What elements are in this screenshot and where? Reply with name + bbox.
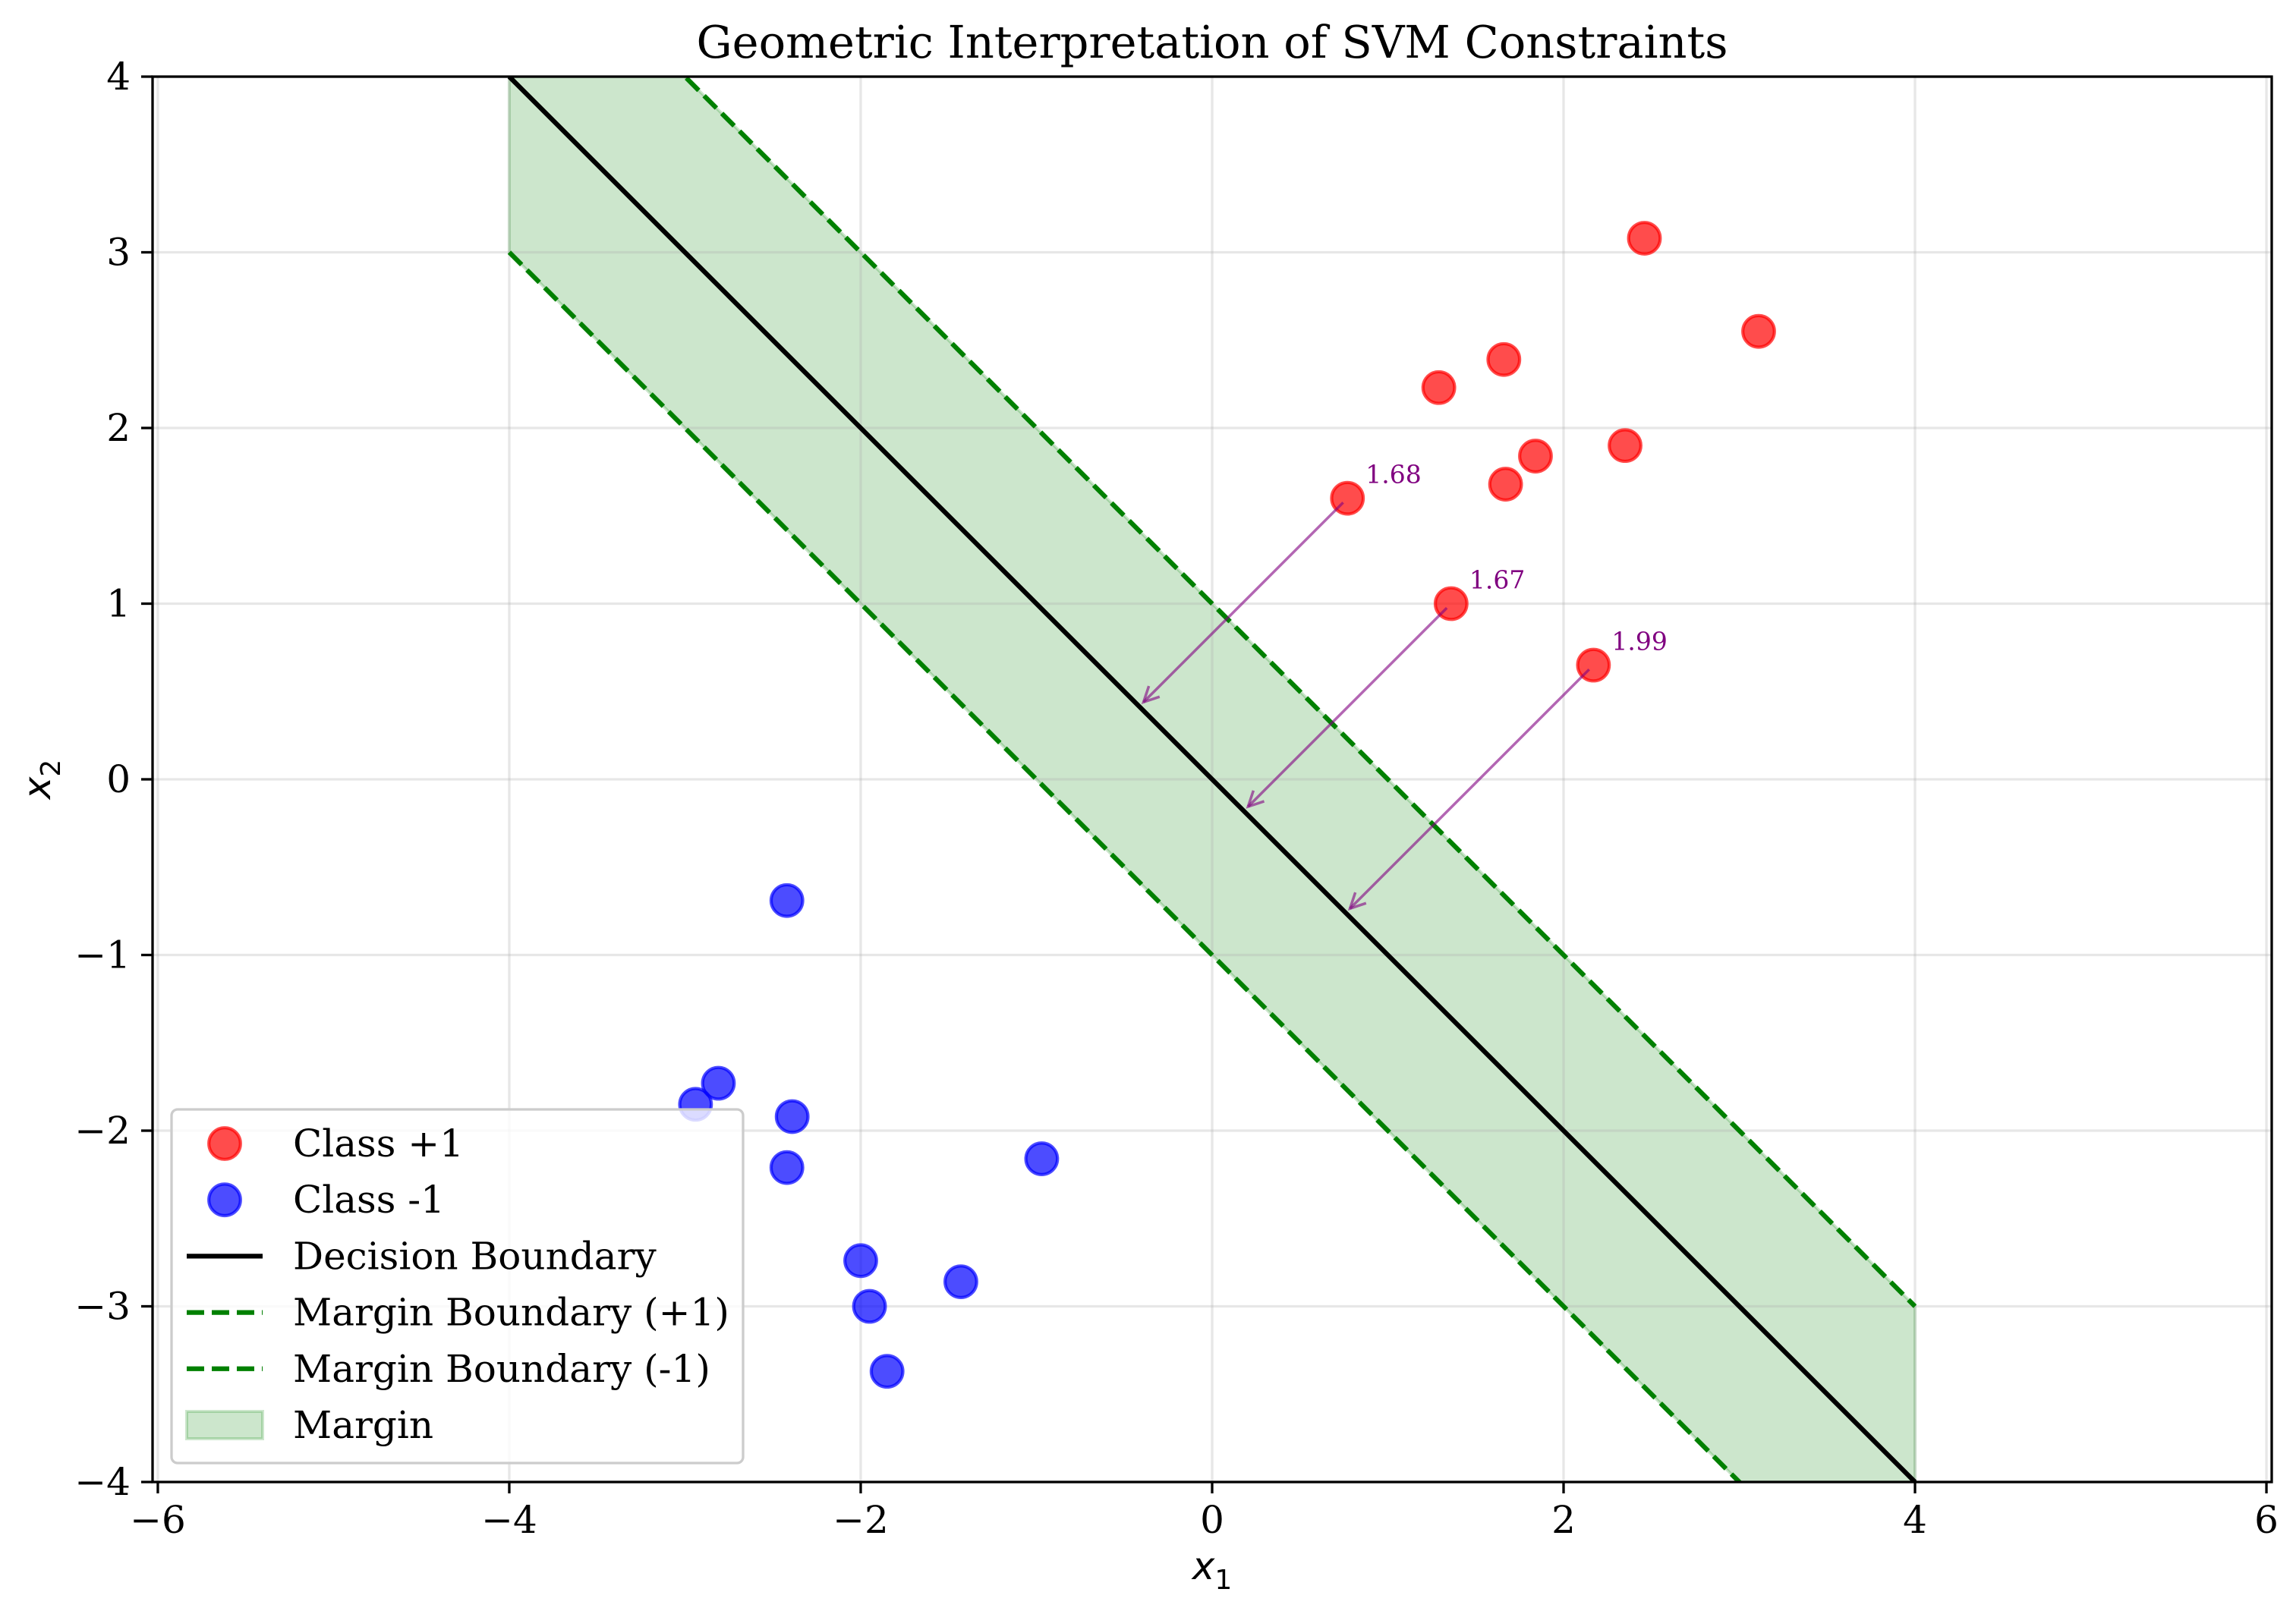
y-tick-label: 4 [106, 55, 131, 99]
x-tick-label: 0 [1200, 1498, 1224, 1542]
y-axis-label: x2 [15, 760, 67, 801]
class-minus-1-point [774, 1099, 810, 1134]
y-axis-label-subscript: 2 [36, 760, 67, 777]
class-minus-1-point [869, 1354, 905, 1389]
distance-label: 1.99 [1611, 627, 1667, 656]
class-minus-1-point [943, 1264, 978, 1299]
distance-labels: 1.68 1.67 1.99 [1365, 460, 1668, 656]
class-plus-1-point [1488, 467, 1523, 502]
legend-label: Class -1 [293, 1178, 445, 1222]
x-tick-label: −2 [833, 1498, 889, 1542]
legend-label: Margin Boundary (+1) [293, 1291, 729, 1335]
class-minus-1-point [1024, 1141, 1060, 1176]
chart-title: Geometric Interpretation of SVM Constrai… [697, 16, 1728, 68]
class-plus-1-point [1741, 313, 1776, 349]
distance-arrow-head [1141, 685, 1161, 705]
legend-marker [207, 1126, 242, 1161]
y-axis: −4 −3 −2 −1 0 1 2 3 4 [74, 55, 153, 1504]
x-axis-label-subscript: 1 [1214, 1565, 1232, 1596]
y-axis-label-symbol: x [15, 776, 59, 801]
class-plus-1-point [1486, 341, 1522, 377]
legend-frame [170, 1108, 745, 1465]
legend-label: Margin Boundary (-1) [293, 1347, 710, 1391]
x-tick-label: 6 [2254, 1498, 2279, 1542]
y-tick-label: 2 [106, 406, 131, 450]
legend-label: Decision Boundary [293, 1234, 657, 1278]
class-plus-1-point [1421, 370, 1457, 405]
class-plus-1-point [1627, 221, 1662, 256]
margin-boundary-plus-1-line [682, 77, 1917, 1308]
class-minus-1-point [843, 1243, 878, 1279]
legend-marker [207, 1182, 242, 1218]
x-axis-label-symbol: x [1191, 1544, 1215, 1588]
distance-label: 1.67 [1469, 565, 1525, 595]
x-tick-label: 4 [1903, 1498, 1927, 1542]
y-tick-label: −2 [74, 1109, 131, 1153]
legend-patch [185, 1410, 264, 1440]
class-minus-1-point [769, 883, 805, 918]
legend-entry-margin-boundary-minus-1: Margin Boundary (-1) [187, 1347, 710, 1391]
distance-arrow-shaft [1247, 606, 1448, 808]
legend-entry-class-plus-1: Class +1 [207, 1122, 464, 1166]
legend-entry-margin-boundary-plus-1: Margin Boundary (+1) [187, 1291, 729, 1335]
y-tick-label: −1 [74, 933, 131, 977]
y-tick-label: 0 [106, 757, 131, 801]
y-tick-label: 3 [106, 231, 131, 275]
y-tick-label: 1 [106, 582, 131, 626]
class-minus-1-point [701, 1065, 736, 1101]
y-tick-label: −3 [74, 1285, 131, 1329]
x-tick-label: −6 [130, 1498, 186, 1542]
legend-entry-class-minus-1: Class -1 [207, 1178, 445, 1222]
legend-entry-decision-boundary: Decision Boundary [187, 1234, 657, 1278]
distance-label: 1.68 [1365, 460, 1421, 489]
legend-entry-margin: Margin [185, 1403, 433, 1447]
distance-arrow-shaft [1349, 668, 1590, 910]
boundary-lines [507, 77, 1917, 1482]
x-axis: −6 −4 −2 0 2 4 6 [130, 1482, 2279, 1542]
margin-boundary-minus-1-line [507, 250, 1743, 1482]
distance-arrows [1141, 502, 1590, 911]
distance-arrow-shaft [1142, 502, 1344, 703]
distance-arrow-head [1246, 790, 1265, 809]
y-tick-label: −4 [74, 1460, 131, 1504]
legend: Class +1 Class -1 Decision Boundary Margin … [170, 1108, 745, 1465]
class-minus-1-point [852, 1288, 887, 1324]
distance-arrow [1347, 668, 1590, 911]
distance-arrow [1246, 606, 1448, 809]
legend-label: Margin [293, 1403, 433, 1447]
x-tick-label: 2 [1551, 1498, 1576, 1542]
x-tick-label: −4 [481, 1498, 537, 1542]
legend-label: Class +1 [293, 1122, 464, 1166]
scatter-points [678, 221, 1776, 1389]
class-minus-1-point [769, 1150, 805, 1185]
class-plus-1-point [1608, 428, 1642, 464]
distance-arrow [1141, 502, 1344, 705]
distance-arrow-head [1347, 892, 1367, 911]
decision-boundary-line [507, 77, 1917, 1482]
y-axis-label-group: x2 [15, 760, 67, 801]
class-plus-1-point [1518, 439, 1553, 474]
x-axis-label: x1 [1191, 1544, 1233, 1596]
